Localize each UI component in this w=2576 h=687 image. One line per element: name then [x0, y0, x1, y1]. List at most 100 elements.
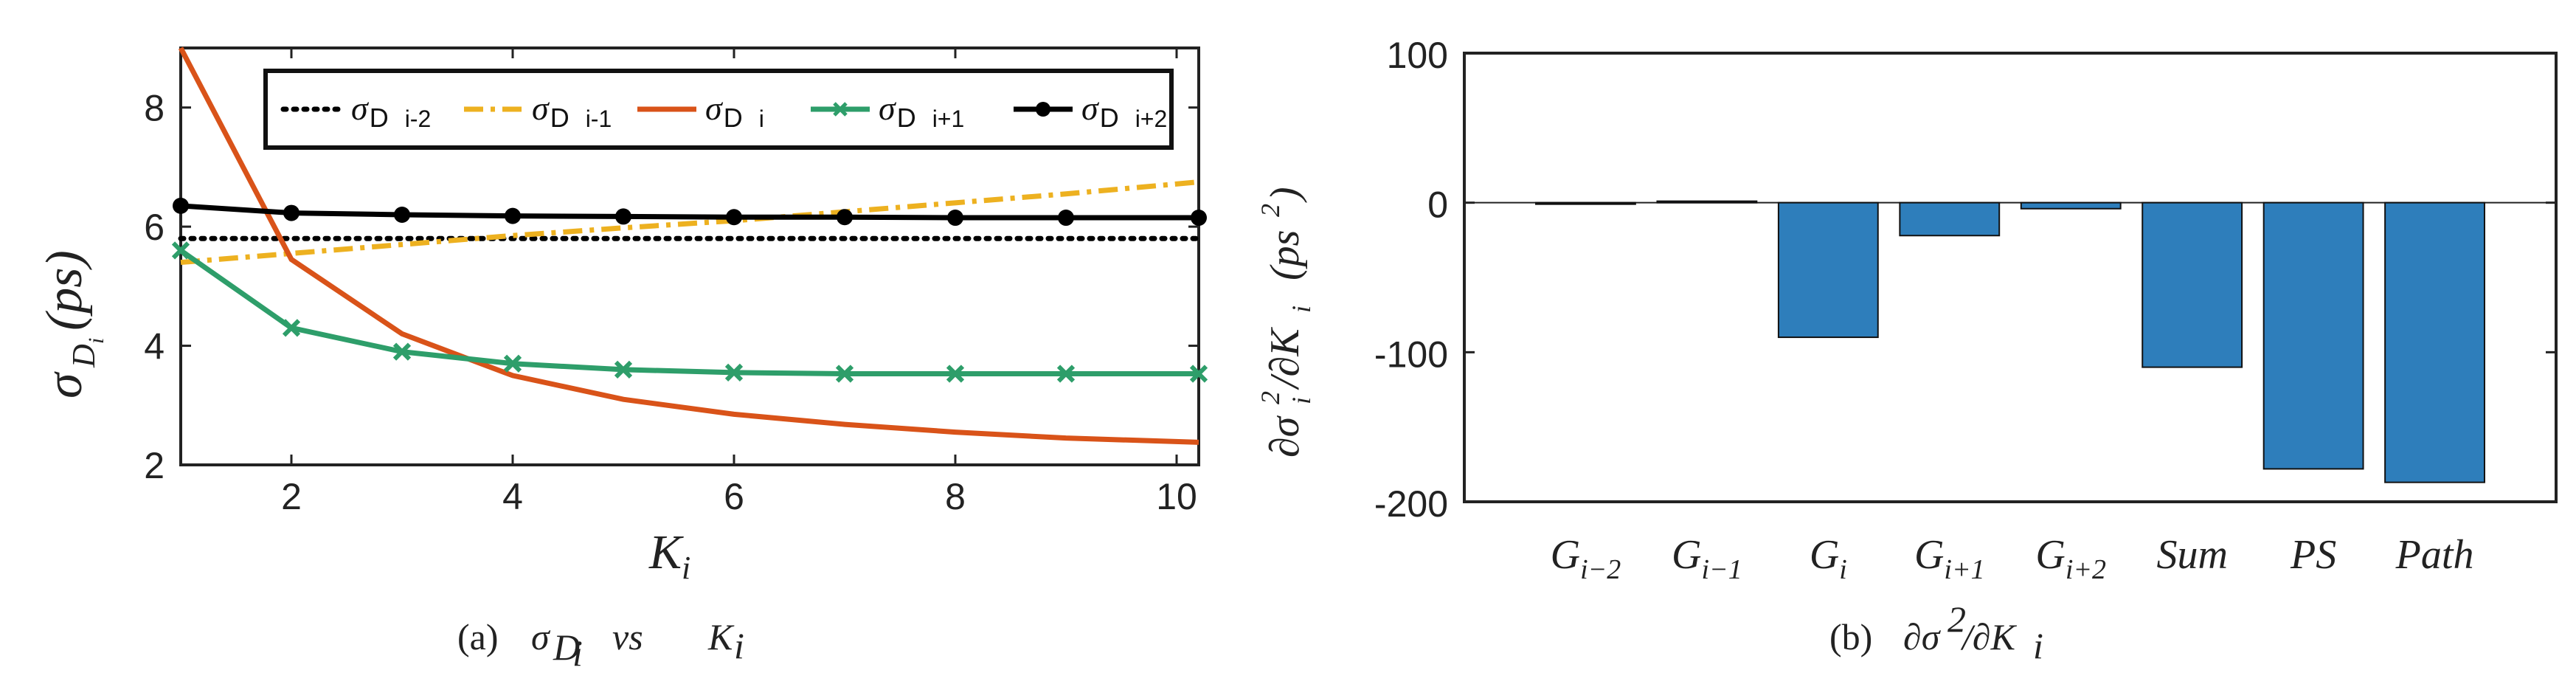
svg-text:i: i: [734, 625, 744, 666]
y-tick-label: 100: [1387, 35, 1448, 76]
series-line: [178, 46, 1199, 445]
category-label: Sum: [2156, 532, 2227, 578]
data-point: [726, 209, 742, 226]
data-point: [171, 241, 190, 260]
y-tick-label: -100: [1374, 334, 1448, 375]
svg-text:i: i: [84, 338, 108, 344]
svg-text:i: i: [682, 550, 690, 586]
svg-text:vs: vs: [612, 616, 643, 657]
svg-text:∂σ: ∂σ: [1262, 415, 1308, 458]
svg-text:i: i: [1287, 397, 1316, 404]
svg-text:D: D: [553, 626, 580, 668]
svg-text:K: K: [648, 525, 684, 579]
legend-label: σD i: [705, 89, 764, 133]
svg-text:2: 2: [1947, 598, 1966, 640]
data-point: [1058, 210, 1074, 227]
svg-text:∂σ: ∂σ: [1903, 616, 1942, 657]
data-point: [1191, 210, 1207, 227]
bar-plot-frame: [1463, 52, 2558, 503]
bar-y-ticks: 100 0 -100 -200: [1374, 35, 2556, 525]
svg-text:σ: σ: [531, 616, 551, 657]
series-line: [180, 203, 1199, 221]
svg-text:i: i: [572, 632, 583, 674]
data-point: [283, 204, 300, 221]
category-label: Path: [2395, 532, 2474, 578]
bar: [2142, 201, 2243, 368]
svg-text:): ): [1262, 187, 1308, 203]
legend-marker: [1036, 102, 1050, 117]
y-tick-label: -200: [1374, 483, 1448, 525]
series-line: [179, 248, 1199, 377]
bar: [1777, 201, 1879, 339]
y-tick-label: 2: [144, 445, 165, 486]
data-point: [505, 207, 521, 224]
line-legend: σD i-2 σD i-1 σD i σD i+1 σD i+2: [263, 69, 1174, 150]
x-tick-label: 10: [1156, 476, 1197, 517]
bar-caption: (b) ∂σ 2 /∂K i: [1829, 598, 2043, 666]
bar: [2384, 201, 2485, 483]
legend-label: σD i+2: [1081, 89, 1167, 133]
legend-label: σD i-2: [351, 89, 431, 133]
category-label: PS: [2290, 532, 2336, 578]
legend-marker: [833, 102, 848, 117]
svg-text:(a): (a): [457, 616, 499, 657]
svg-text:σ: σ: [36, 371, 93, 398]
data-point: [615, 208, 631, 225]
bar: [1535, 201, 1636, 205]
svg-text:2: 2: [1256, 204, 1285, 217]
line-y-axis-label: σ D i (ps): [36, 250, 108, 398]
svg-text:(ps): (ps): [36, 250, 93, 331]
category-label: Gi: [1810, 532, 1847, 585]
line-y-ticks: 2 4 6 8: [144, 88, 1199, 486]
line-x-ticks: 2 4 6 8 10: [281, 48, 1197, 517]
data-point: [947, 210, 963, 227]
svg-text:i: i: [2033, 625, 2043, 666]
svg-text:D: D: [66, 344, 102, 368]
bar-bars: [1464, 200, 2556, 483]
data-point: [503, 354, 522, 373]
data-point: [724, 363, 744, 382]
svg-text:(ps: (ps: [1262, 230, 1308, 280]
x-tick-label: 4: [502, 476, 523, 517]
x-tick-label: 8: [945, 476, 966, 517]
bar-chart-panel: 100 0 -100 -200 Gi−2 Gi−1 Gi Gi+1 Gi+2 Sum PS Path…: [1256, 35, 2558, 666]
data-point: [1189, 365, 1208, 383]
data-point: [1056, 365, 1076, 383]
y-tick-label: 0: [1427, 184, 1448, 226]
bar-y-axis-label: ∂σ i 2 /∂K i (ps 2 ): [1256, 187, 1316, 458]
data-point: [837, 209, 853, 226]
svg-text:/∂K: /∂K: [1262, 327, 1308, 390]
svg-text:i: i: [1287, 305, 1316, 313]
series-line: [180, 179, 1199, 266]
data-point: [946, 365, 965, 383]
bar: [2262, 201, 2364, 470]
svg-text:K: K: [707, 616, 735, 657]
bar: [1656, 200, 1758, 204]
line-series: [171, 46, 1208, 445]
data-point: [282, 319, 301, 337]
y-tick-label: 4: [144, 326, 165, 367]
bar: [1899, 201, 2001, 237]
svg-text:/∂K: /∂K: [1960, 616, 2018, 657]
data-point: [392, 342, 412, 361]
line-caption: (a) σ D i vs K i: [457, 616, 744, 674]
category-label: Gi−1: [1672, 532, 1742, 585]
data-point: [835, 365, 854, 383]
bar-category-labels: Gi−2 Gi−1 Gi Gi+1 Gi+2 Sum PS Path: [1551, 532, 2474, 585]
y-tick-label: 6: [144, 207, 165, 248]
data-point: [394, 207, 410, 223]
y-tick-label: 8: [144, 88, 165, 129]
category-label: Gi−2: [1551, 532, 1621, 585]
svg-text:2: 2: [1256, 391, 1285, 404]
category-label: Gi+1: [1914, 532, 1985, 585]
line-plot-frame: [179, 46, 1200, 466]
data-point: [614, 360, 633, 379]
x-tick-label: 6: [724, 476, 744, 517]
legend-label: σD i+1: [879, 89, 964, 133]
data-point: [173, 197, 189, 214]
legend-label: σD i-1: [532, 89, 612, 133]
bar: [2020, 201, 2122, 210]
line-x-axis-label: K i: [648, 525, 690, 586]
